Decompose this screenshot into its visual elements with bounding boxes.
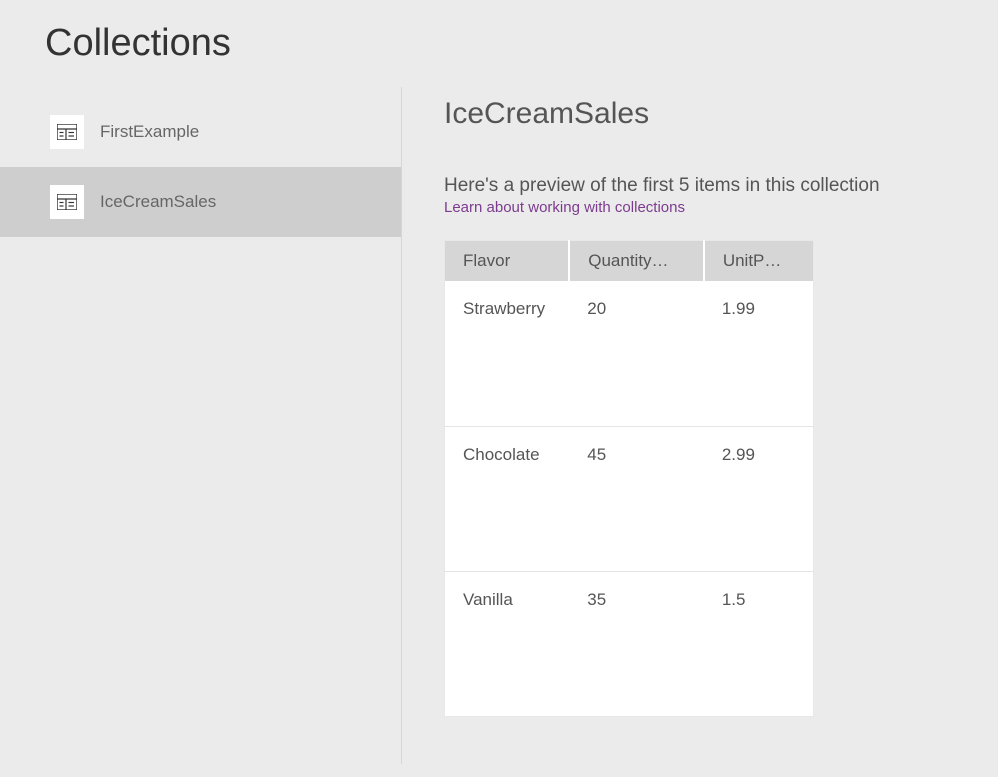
cell-unitprice: 1.5 bbox=[704, 571, 814, 716]
cell-unitprice: 1.99 bbox=[704, 281, 814, 426]
preview-table: Flavor Quantity… UnitP… Strawberry 20 1.… bbox=[444, 240, 814, 717]
sidebar-item-label: FirstExample bbox=[100, 122, 199, 142]
column-header-quantity[interactable]: Quantity… bbox=[569, 241, 704, 282]
table-row[interactable]: Vanilla 35 1.5 bbox=[445, 571, 814, 716]
cell-flavor: Vanilla bbox=[445, 571, 570, 716]
collection-icon bbox=[50, 115, 84, 149]
cell-quantity: 35 bbox=[569, 571, 704, 716]
sidebar-item-icecreamsales[interactable]: IceCreamSales bbox=[0, 167, 401, 237]
collection-icon bbox=[50, 185, 84, 219]
column-header-unitprice[interactable]: UnitP… bbox=[704, 241, 814, 282]
cell-quantity: 45 bbox=[569, 426, 704, 571]
sidebar-item-label: IceCreamSales bbox=[100, 192, 216, 212]
cell-unitprice: 2.99 bbox=[704, 426, 814, 571]
cell-flavor: Strawberry bbox=[445, 281, 570, 426]
detail-pane: IceCreamSales Here's a preview of the fi… bbox=[402, 87, 998, 764]
collections-sidebar: FirstExample IceCreamSales bbox=[0, 87, 402, 764]
cell-flavor: Chocolate bbox=[445, 426, 570, 571]
table-row[interactable]: Chocolate 45 2.99 bbox=[445, 426, 814, 571]
detail-title: IceCreamSales bbox=[444, 97, 998, 131]
table-header-row: Flavor Quantity… UnitP… bbox=[445, 241, 814, 282]
preview-description: Here's a preview of the first 5 items in… bbox=[444, 175, 998, 197]
sidebar-item-firstexample[interactable]: FirstExample bbox=[0, 97, 401, 167]
cell-quantity: 20 bbox=[569, 281, 704, 426]
learn-collections-link[interactable]: Learn about working with collections bbox=[444, 199, 685, 216]
table-row[interactable]: Strawberry 20 1.99 bbox=[445, 281, 814, 426]
column-header-flavor[interactable]: Flavor bbox=[445, 241, 570, 282]
page-title: Collections bbox=[0, 0, 998, 87]
